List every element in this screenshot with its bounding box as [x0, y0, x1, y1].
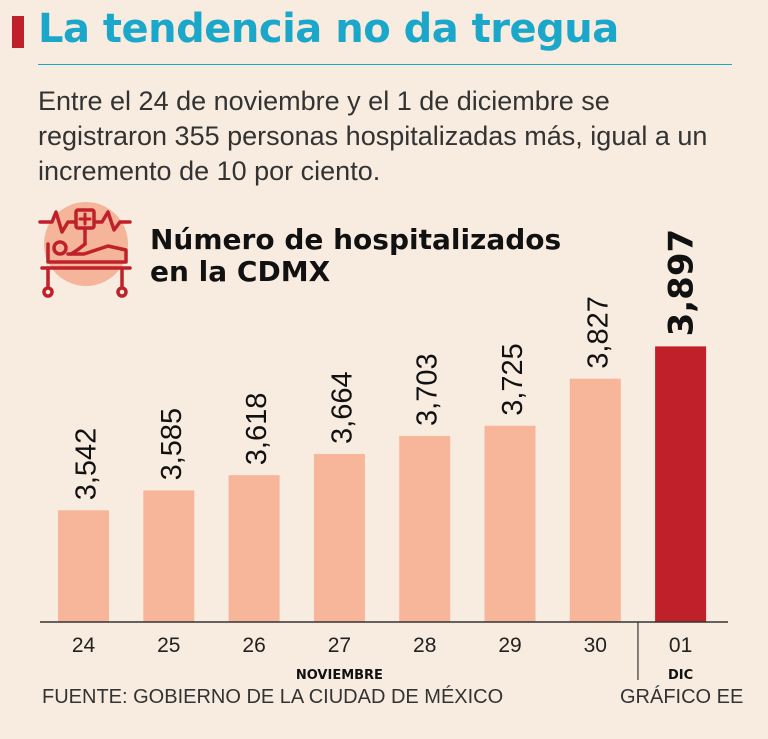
graphic-credit: GRÁFICO EE — [620, 686, 744, 708]
bar-29 — [484, 425, 536, 622]
source-note: FUENTE: GOBIERNO DE LA CIUDAD DE MÉXICO — [42, 686, 504, 708]
x-tick-28: 28 — [413, 634, 436, 657]
title-divider — [38, 64, 732, 65]
value-label-25: 3,585 — [156, 408, 188, 481]
x-tick-30: 30 — [584, 634, 607, 657]
page-subtitle: Entre el 24 de noviembre y el 1 de dicie… — [38, 86, 708, 186]
month-label-noviembre: NOVIEMBRE — [296, 668, 383, 683]
bar-01 — [655, 346, 707, 622]
bar-26 — [228, 475, 280, 622]
value-label-29: 3,725 — [497, 343, 529, 416]
x-tick-27: 27 — [328, 634, 351, 657]
month-label-dic: DIC — [668, 668, 693, 683]
x-tick-29: 29 — [498, 634, 521, 657]
value-label-26: 3,618 — [241, 393, 273, 466]
bar-25 — [143, 490, 195, 622]
x-tick-24: 24 — [72, 634, 96, 657]
title-accent-bar — [12, 16, 24, 48]
value-label-24: 3,542 — [71, 428, 103, 501]
value-label-30: 3,827 — [582, 296, 614, 369]
hospital-bed-icon — [38, 202, 132, 298]
value-label-27: 3,664 — [326, 371, 358, 444]
value-label-01: 3,897 — [662, 229, 702, 337]
page-title: La tendencia no da tregua — [38, 6, 619, 52]
x-tick-25: 25 — [157, 634, 180, 657]
bar-30 — [569, 378, 621, 622]
bar-27 — [313, 453, 365, 622]
bar-24 — [58, 510, 109, 622]
chart-title-line-2: en la CDMX — [150, 255, 331, 288]
value-label-28: 3,703 — [412, 353, 444, 426]
chart-title: Número de hospitalizados en la CDMX — [150, 224, 561, 288]
x-tick-01: 01 — [669, 634, 692, 657]
chart-title-line-1: Número de hospitalizados — [150, 223, 562, 256]
x-tick-26: 26 — [242, 634, 265, 657]
bar-28 — [399, 435, 451, 622]
